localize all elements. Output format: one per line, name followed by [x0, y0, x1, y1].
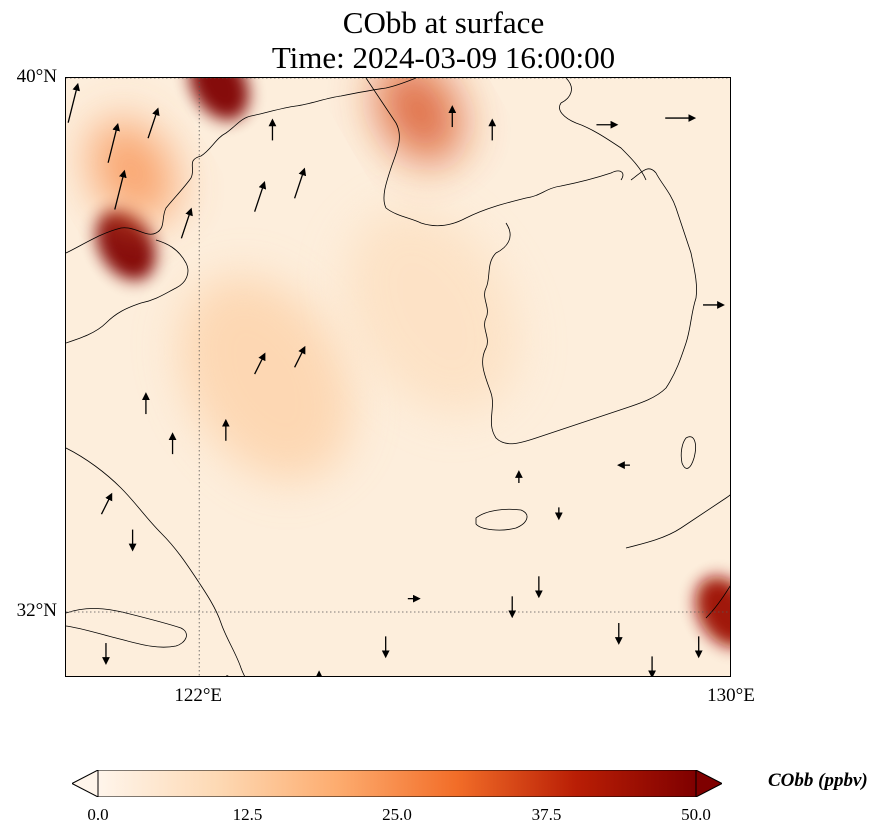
- map-title: CObb at surface: [342, 5, 545, 40]
- colorbar-tick: 25.0: [382, 805, 412, 824]
- concentration-blob: [96, 209, 156, 281]
- wind-arrow: [107, 122, 120, 163]
- concentration-blob: [695, 576, 730, 648]
- gridlines: [66, 78, 730, 676]
- longitude-tick: 130°E: [707, 685, 755, 706]
- map-subtitle-time: Time: 2024-03-09 16:00:00: [271, 40, 616, 75]
- latitude-tick: 32°N: [16, 600, 57, 621]
- colorbar-tick: 0.0: [87, 805, 109, 824]
- colorbar-tick: 37.5: [531, 805, 562, 824]
- wind-arrow: [180, 207, 193, 239]
- wind-arrow: [254, 352, 266, 375]
- wind-arrow: [294, 345, 306, 368]
- colorbar-extend-low: [72, 770, 99, 797]
- wind-arrow: [114, 169, 127, 210]
- map-panel[interactable]: [65, 77, 731, 677]
- wind-arrow: [293, 167, 307, 199]
- wind-arrow: [67, 82, 80, 123]
- wind-arrow: [254, 180, 267, 212]
- colorbar-tick: 12.5: [232, 805, 263, 824]
- wind-arrow: [100, 492, 113, 515]
- longitude-tick: 122°E: [174, 685, 223, 706]
- colorbar-extend-high: [695, 770, 722, 797]
- colorbar-label: CObb (ppbv): [768, 770, 868, 791]
- concentration-blob: [179, 275, 353, 482]
- wind-arrow: [147, 107, 160, 139]
- colorbar-tick: 50.0: [681, 805, 711, 824]
- coastlines: [66, 78, 730, 676]
- concentration-blob: [89, 120, 176, 223]
- concentration-field: [89, 78, 730, 648]
- colorbar: [72, 770, 722, 797]
- concentration-blob: [189, 78, 250, 121]
- latitude-tick: 40°N: [16, 66, 57, 87]
- concentration-blob: [345, 208, 519, 415]
- colorbar-gradient: [97, 770, 697, 797]
- concentration-blob: [375, 78, 463, 163]
- map-canvas: [66, 78, 730, 676]
- wind-vectors: [67, 82, 725, 676]
